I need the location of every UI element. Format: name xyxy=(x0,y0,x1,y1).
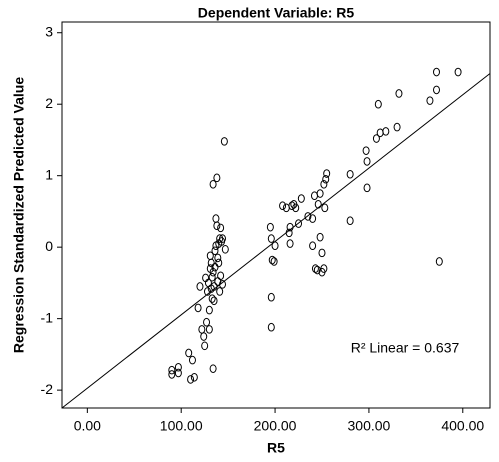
point xyxy=(208,272,216,282)
point xyxy=(346,169,354,179)
point xyxy=(282,203,290,213)
point xyxy=(286,239,294,248)
point xyxy=(320,179,328,189)
point xyxy=(346,216,354,226)
x-tick-label: 300.00 xyxy=(348,418,391,434)
point xyxy=(433,85,440,95)
point xyxy=(221,245,229,254)
point xyxy=(198,325,206,334)
point xyxy=(185,348,193,358)
point xyxy=(213,173,221,183)
point xyxy=(288,201,296,211)
point xyxy=(213,221,221,231)
point xyxy=(267,322,275,332)
point xyxy=(395,89,403,98)
point xyxy=(211,246,219,256)
point xyxy=(311,264,319,273)
point xyxy=(310,191,318,200)
point xyxy=(435,257,443,266)
point xyxy=(188,355,196,365)
point xyxy=(362,146,370,155)
point xyxy=(316,232,324,242)
point xyxy=(220,137,228,146)
y-tick-label: -1 xyxy=(41,309,54,325)
point xyxy=(426,96,434,105)
point xyxy=(374,99,382,109)
x-tick-label: 400.00 xyxy=(441,418,484,434)
point xyxy=(314,199,322,209)
fit-line xyxy=(61,73,491,409)
point xyxy=(216,287,224,296)
point xyxy=(210,296,218,306)
point xyxy=(205,325,213,334)
point xyxy=(363,183,371,193)
point xyxy=(376,128,384,138)
point xyxy=(174,362,182,372)
point xyxy=(205,305,213,315)
x-tick-label: 0.00 xyxy=(74,418,101,434)
point xyxy=(323,169,331,178)
point xyxy=(208,294,216,303)
point xyxy=(266,222,274,232)
point xyxy=(216,234,224,243)
point xyxy=(194,303,202,313)
point xyxy=(292,203,300,213)
plot-frame xyxy=(61,21,491,409)
point xyxy=(320,264,328,273)
point xyxy=(174,368,182,378)
point xyxy=(267,234,275,243)
point xyxy=(190,372,198,382)
x-tick-label: 100.00 xyxy=(160,418,203,434)
y-axis-label: Regression Standardized Predicted Value xyxy=(11,77,27,353)
point xyxy=(382,127,390,136)
annotation: R² Linear = 0.637 xyxy=(351,340,460,356)
y-tick-label: 1 xyxy=(45,166,53,182)
point xyxy=(168,370,176,379)
point xyxy=(454,67,462,77)
point xyxy=(219,234,226,243)
point xyxy=(316,189,324,198)
point xyxy=(217,271,225,281)
point xyxy=(322,174,330,184)
point xyxy=(313,265,321,275)
point xyxy=(267,292,275,302)
point xyxy=(200,332,208,341)
x-axis-label: R5 xyxy=(267,440,285,456)
point xyxy=(268,255,276,265)
point xyxy=(304,212,312,221)
point xyxy=(215,258,223,268)
y-tick-label: -2 xyxy=(41,381,54,397)
point xyxy=(433,67,440,77)
point xyxy=(372,134,380,143)
point xyxy=(279,201,287,211)
point xyxy=(196,282,204,291)
y-tick-label: 3 xyxy=(45,23,53,39)
point xyxy=(207,258,215,268)
point xyxy=(321,203,329,213)
point xyxy=(217,223,225,233)
point xyxy=(211,262,219,272)
x-tick-label: 200.00 xyxy=(254,418,297,434)
point xyxy=(363,157,371,166)
y-tick-label: 2 xyxy=(45,95,53,111)
point xyxy=(209,267,217,277)
point xyxy=(270,257,278,266)
point xyxy=(295,219,303,228)
point xyxy=(318,248,326,258)
point xyxy=(187,375,195,384)
point xyxy=(209,179,217,189)
point xyxy=(297,194,305,203)
point xyxy=(212,214,220,223)
point xyxy=(214,253,222,263)
point xyxy=(309,214,317,223)
point xyxy=(393,122,401,132)
point xyxy=(168,365,176,375)
y-tick-label: 0 xyxy=(45,238,53,254)
point xyxy=(203,317,211,327)
point xyxy=(201,341,209,351)
chart-title: Dependent Variable: R5 xyxy=(198,5,355,21)
point xyxy=(209,364,217,373)
point xyxy=(309,241,317,251)
